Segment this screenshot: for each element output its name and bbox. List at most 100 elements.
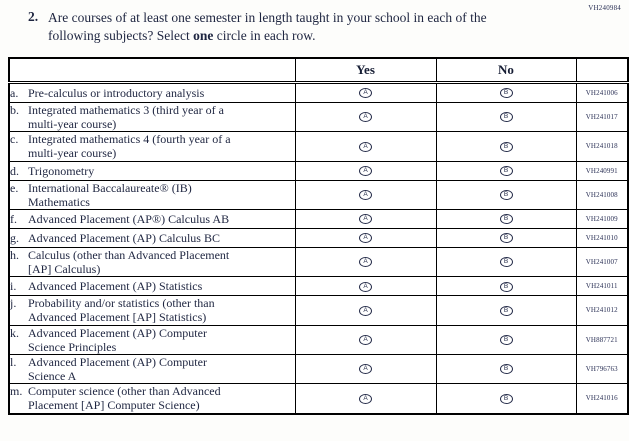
no-option-bubble[interactable]: B xyxy=(499,141,513,152)
row-subject-label: Advanced Placement (AP) Computer Science… xyxy=(28,354,207,384)
yes-option-bubble[interactable]: A xyxy=(359,141,372,152)
no-cell: B xyxy=(435,246,577,278)
row-letter: m. xyxy=(10,384,23,399)
form-code: VH240984 xyxy=(588,4,621,12)
no-cell: B xyxy=(435,101,577,133)
no-column-header: No xyxy=(435,57,577,84)
no-option-bubble[interactable]: B xyxy=(499,112,513,123)
row-subject-label: Integrated mathematics 4 (fourth year of… xyxy=(28,132,231,161)
subject-cell: h. Calculus (other than Advanced Placemen… xyxy=(8,246,296,278)
row-letter: e. xyxy=(10,180,19,195)
table-row-k: k. Advanced Placement (AP) Computer Scien… xyxy=(8,324,629,355)
yes-option-bubble[interactable]: A xyxy=(359,281,372,292)
yes-cell: A xyxy=(294,82,437,103)
no-option-bubble[interactable]: B xyxy=(499,305,513,316)
no-option-bubble[interactable]: B xyxy=(499,364,513,375)
yes-option-bubble[interactable]: A xyxy=(359,364,372,375)
yes-option-bubble[interactable]: A xyxy=(359,305,372,316)
row-subject-label: Trigonometry xyxy=(28,163,95,178)
row-subject-label: Advanced Placement (AP®) Calculus AB xyxy=(28,211,230,226)
row-subject-label: Integrated mathematics 3 (third year of … xyxy=(28,103,224,132)
no-cell: B xyxy=(435,295,577,326)
yes-cell: A xyxy=(294,276,437,297)
no-cell: B xyxy=(435,82,577,103)
subject-cell: l. Advanced Placement (AP) Computer Scien… xyxy=(8,353,296,385)
subject-cell: f. Advanced Placement (AP®) Calculus AB xyxy=(8,208,296,229)
yes-option-bubble[interactable]: A xyxy=(359,393,372,404)
row-letter: i. xyxy=(10,279,17,294)
yes-option-bubble[interactable]: A xyxy=(359,165,372,176)
question-text-bold: one xyxy=(193,27,214,43)
row-subject-label: Probability and/or statistics (other tha… xyxy=(28,296,215,325)
no-cell: B xyxy=(435,160,577,181)
table-row-c: c. Integrated mathematics 4 (fourth year … xyxy=(8,131,629,162)
table-row-m: m. Computer science (other than Advanced … xyxy=(8,383,629,414)
courses-table: Yes No a. Pre-calculus or introductory an… xyxy=(8,57,629,415)
item-code: VH240991 xyxy=(575,160,629,181)
yes-cell: A xyxy=(294,324,437,355)
row-subject-label: Calculus (other than Advanced Placement … xyxy=(28,247,230,277)
item-code: VH887721 xyxy=(575,324,629,355)
yes-cell: A xyxy=(294,101,437,133)
item-code: VH796763 xyxy=(575,353,629,385)
no-option-bubble[interactable]: B xyxy=(499,165,513,176)
yes-option-bubble[interactable]: A xyxy=(359,335,372,346)
question-text-part1: Are courses of at least one semester in … xyxy=(48,10,487,43)
row-subject-label: Pre-calculus or introductory analysis xyxy=(28,85,205,100)
table-row-g: g. Advanced Placement (AP) Calculus BC A … xyxy=(8,227,629,248)
table-row-l: l. Advanced Placement (AP) Computer Scien… xyxy=(8,353,629,385)
no-option-bubble[interactable]: B xyxy=(499,257,513,268)
yes-cell: A xyxy=(294,179,437,210)
item-code: VH241010 xyxy=(575,227,629,248)
row-letter: d. xyxy=(10,163,19,178)
code-column-header xyxy=(575,57,629,84)
item-code: VH241009 xyxy=(575,208,629,229)
row-letter: h. xyxy=(10,247,19,262)
yes-option-bubble[interactable]: A xyxy=(359,233,372,244)
row-letter: l. xyxy=(10,354,17,369)
row-letter: j. xyxy=(10,296,17,311)
table-row-i: i. Advanced Placement (AP) Statistics A B… xyxy=(8,276,629,297)
no-cell: B xyxy=(435,353,577,385)
subject-cell: c. Integrated mathematics 4 (fourth year … xyxy=(8,131,296,162)
table-row-h: h. Calculus (other than Advanced Placemen… xyxy=(8,246,629,278)
row-subject-label: Advanced Placement (AP) Calculus BC xyxy=(28,230,220,245)
yes-cell: A xyxy=(294,160,437,181)
item-code: VH241016 xyxy=(575,383,629,414)
item-code: VH241011 xyxy=(575,276,629,297)
item-code: VH241006 xyxy=(575,82,629,103)
yes-cell: A xyxy=(294,383,437,414)
yes-cell: A xyxy=(294,208,437,229)
yes-cell: A xyxy=(294,131,437,162)
no-cell: B xyxy=(435,131,577,162)
yes-option-bubble[interactable]: A xyxy=(359,214,372,225)
no-option-bubble[interactable]: B xyxy=(499,393,513,404)
yes-option-bubble[interactable]: A xyxy=(359,112,372,123)
yes-cell: A xyxy=(294,353,437,385)
no-option-bubble[interactable]: B xyxy=(499,214,513,225)
item-code: VH241018 xyxy=(575,131,629,162)
no-option-bubble[interactable]: B xyxy=(499,233,513,244)
no-cell: B xyxy=(435,208,577,229)
no-cell: B xyxy=(435,227,577,248)
item-code: VH241017 xyxy=(575,101,629,133)
subject-cell: k. Advanced Placement (AP) Computer Scien… xyxy=(8,324,296,355)
no-option-bubble[interactable]: B xyxy=(499,190,513,201)
yes-option-bubble[interactable]: A xyxy=(359,257,372,268)
no-option-bubble[interactable]: B xyxy=(499,281,513,292)
table-row-b: b. Integrated mathematics 3 (third year o… xyxy=(8,101,629,133)
yes-option-bubble[interactable]: A xyxy=(359,190,372,201)
no-option-bubble[interactable]: B xyxy=(499,335,513,346)
row-subject-label: Computer science (other than Advanced Pl… xyxy=(28,384,221,413)
question-text-part2: circle in each row. xyxy=(213,27,316,43)
no-cell: B xyxy=(435,324,577,355)
yes-option-bubble[interactable]: A xyxy=(359,88,372,99)
no-cell: B xyxy=(435,276,577,297)
subject-cell: i. Advanced Placement (AP) Statistics xyxy=(8,276,296,297)
row-letter: b. xyxy=(10,103,19,117)
table-row-e: e. International Baccalaureate® (IB) Math… xyxy=(8,179,629,210)
subject-cell: d. Trigonometry xyxy=(8,160,296,181)
no-option-bubble[interactable]: B xyxy=(499,88,513,99)
yes-cell: A xyxy=(294,227,437,248)
